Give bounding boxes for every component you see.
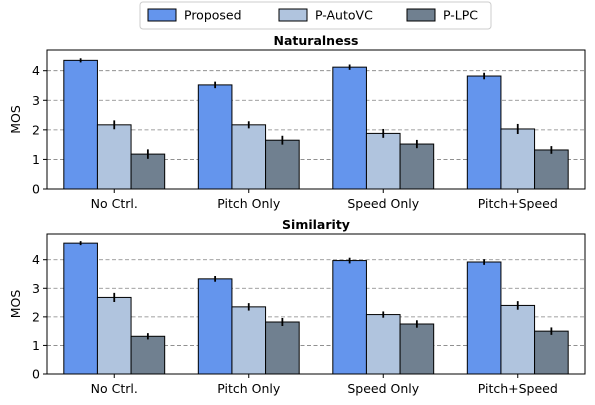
similarity-bar-proposed-no-ctrl xyxy=(63,242,98,375)
naturalness-ytick-label: 0 xyxy=(32,182,40,197)
naturalness-bar-proposed-pitch-speed xyxy=(466,75,502,190)
naturalness-bar-p-lpc-speed-only xyxy=(399,143,435,190)
legend-swatch-p-autovc xyxy=(278,8,308,22)
similarity-bar-p-lpc-no-ctrl xyxy=(130,335,166,375)
similarity-ytick-label: 1 xyxy=(32,338,40,353)
similarity-y-axis-label: MOS xyxy=(8,290,23,319)
naturalness-bar-p-autovc-pitch-only xyxy=(231,124,267,190)
legend-swatch-proposed xyxy=(147,8,177,22)
naturalness-ytick-label: 2 xyxy=(32,122,40,137)
naturalness-ytick-label: 3 xyxy=(32,93,40,108)
naturalness-xtick-label-pitch-only: Pitch Only xyxy=(217,196,281,211)
naturalness-xtick-label-no-ctrl: No Ctrl. xyxy=(91,196,138,211)
similarity-ytick-label: 0 xyxy=(32,367,40,382)
legend-label-proposed: Proposed xyxy=(184,8,242,23)
similarity-bar-p-autovc-pitch-speed xyxy=(500,304,536,375)
similarity-axes-frame xyxy=(46,233,586,375)
naturalness-bar-p-autovc-no-ctrl xyxy=(96,124,132,190)
naturalness-bar-p-autovc-pitch-speed xyxy=(500,128,536,190)
naturalness-bar-p-lpc-pitch-speed xyxy=(534,149,569,190)
similarity-bar-proposed-pitch-speed xyxy=(466,261,502,375)
similarity-bar-p-autovc-speed-only xyxy=(365,314,401,375)
naturalness-xtick-label-pitch-speed: Pitch+Speed xyxy=(478,196,558,211)
naturalness-bar-p-lpc-no-ctrl xyxy=(130,153,166,190)
similarity-bar-p-lpc-pitch-speed xyxy=(534,330,569,375)
similarity-xtick-label-speed-only: Speed Only xyxy=(347,381,419,396)
similarity-bar-proposed-speed-only xyxy=(332,260,367,375)
similarity-xtick-label-pitch-only: Pitch Only xyxy=(217,381,281,396)
similarity-bar-p-lpc-pitch-only xyxy=(265,321,300,375)
naturalness-axes-frame xyxy=(46,49,586,190)
legend-label-p-autovc: P-AutoVC xyxy=(315,8,373,23)
similarity-panel-title: Similarity xyxy=(282,217,350,232)
similarity-bar-p-autovc-no-ctrl xyxy=(96,296,132,375)
similarity-xtick-label-no-ctrl: No Ctrl. xyxy=(91,381,138,396)
naturalness-bar-p-autovc-speed-only xyxy=(365,132,401,190)
legend-box xyxy=(139,1,492,30)
naturalness-panel-title: Naturalness xyxy=(274,33,359,48)
naturalness-bar-p-lpc-pitch-only xyxy=(265,139,300,190)
similarity-bar-p-autovc-pitch-only xyxy=(231,306,267,375)
naturalness-xtick-label-speed-only: Speed Only xyxy=(347,196,419,211)
similarity-ytick-label: 4 xyxy=(32,252,40,267)
naturalness-ytick-label: 1 xyxy=(32,152,40,167)
naturalness-bar-proposed-pitch-only xyxy=(197,84,233,190)
similarity-bar-proposed-pitch-only xyxy=(197,278,233,375)
legend-swatch-p-lpc xyxy=(406,8,436,22)
naturalness-y-axis-label: MOS xyxy=(8,105,23,134)
similarity-bar-p-lpc-speed-only xyxy=(399,323,435,375)
naturalness-bar-proposed-no-ctrl xyxy=(63,59,98,190)
legend-label-p-lpc: P-LPC xyxy=(443,8,478,23)
similarity-ytick-label: 3 xyxy=(32,281,40,296)
similarity-xtick-label-pitch-speed: Pitch+Speed xyxy=(478,381,558,396)
similarity-ytick-label: 2 xyxy=(32,309,40,324)
naturalness-bar-proposed-speed-only xyxy=(332,66,367,190)
naturalness-ytick-label: 4 xyxy=(32,63,40,78)
